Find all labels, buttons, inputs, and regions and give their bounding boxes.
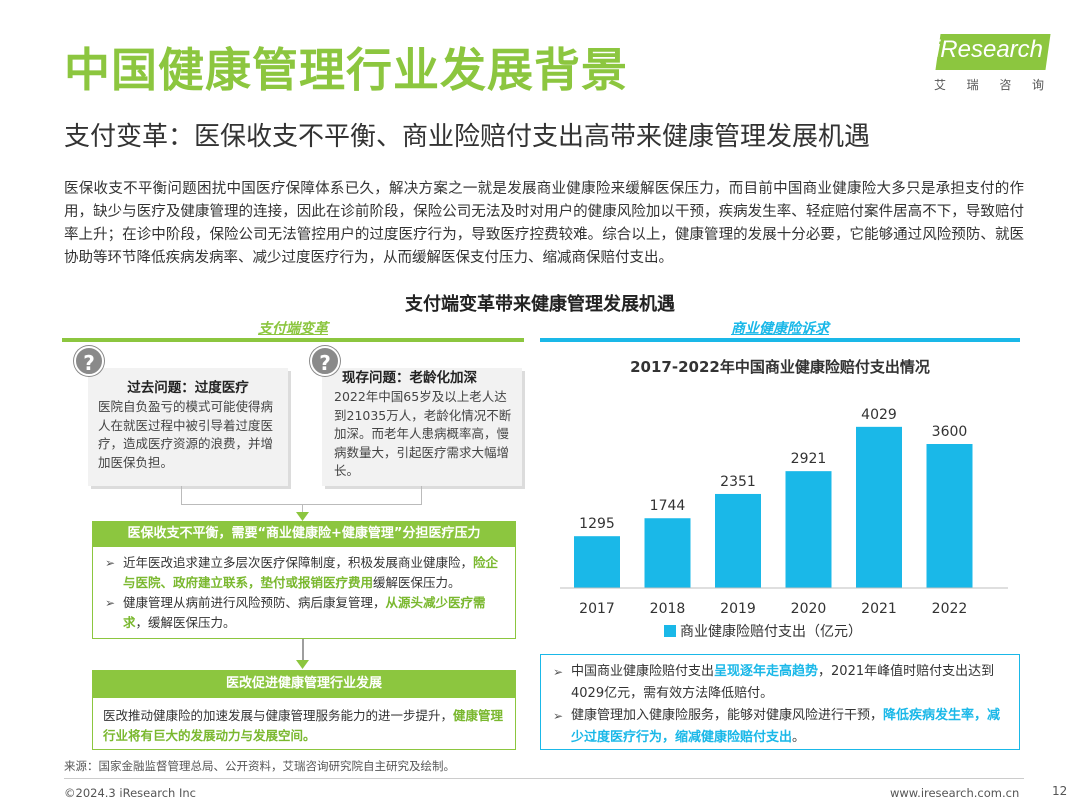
bar xyxy=(574,536,620,588)
present-problem-title: 现存问题：老龄化加深 xyxy=(342,370,477,386)
arrow-down-icon xyxy=(296,512,309,521)
question-icon: ? xyxy=(310,346,340,376)
x-tick-label: 2018 xyxy=(650,601,686,617)
logo-subtitle: 艾 瑞 咨 询 xyxy=(934,78,1044,92)
insurance-notes: 中国商业健康险赔付支出呈现逐年走高趋势，2021年峰值时赔付支出达到4029亿元… xyxy=(540,654,1020,750)
data-label: 2351 xyxy=(720,474,756,490)
legend-swatch xyxy=(664,625,676,637)
data-label: 4029 xyxy=(861,407,897,423)
question-icon: ? xyxy=(74,346,104,376)
bar xyxy=(644,518,691,588)
page-subtitle: 支付变革：医保收支不平衡、商业险赔付支出高带来健康管理发展机遇 xyxy=(64,122,871,152)
section-divider-right xyxy=(540,338,1020,342)
data-label: 1744 xyxy=(650,498,686,514)
x-tick-label: 2020 xyxy=(791,601,827,617)
x-tick-label: 2017 xyxy=(579,601,615,617)
bar xyxy=(785,471,832,588)
data-label: 2921 xyxy=(791,451,827,467)
reform-conclusion: 医改推动健康险的加速发展与健康管理服务能力的进一步提升，健康管理行业将有巨大的发… xyxy=(92,698,516,750)
connector-line xyxy=(181,486,182,504)
connector-line xyxy=(302,639,304,663)
section-label-insurance: 商业健康险诉求 xyxy=(731,321,829,337)
past-problem-text: 医院自负盈亏的模式可能使得病人在就医过程中被引导着过度医疗，造成医疗资源的浪费，… xyxy=(98,399,274,470)
reform-banner: 医改促进健康管理行业发展 xyxy=(92,670,516,698)
list-item: 中国商业健康险赔付支出呈现逐年走高趋势，2021年峰值时赔付支出达到4029亿元… xyxy=(553,661,1009,705)
claims-bar-chart: 1295 2017 1744 2018 2351 2019 2921 2020 4029 2021… xyxy=(560,407,1008,640)
present-problem-text: 2022年中国65岁及以上老人达到21035万人，老龄化情况不断加深。而老年人患… xyxy=(334,389,512,478)
chart-title: 2017-2022年中国商业健康险赔付支出情况 xyxy=(630,358,930,376)
x-tick-label: 2021 xyxy=(861,601,897,617)
bar xyxy=(715,493,761,588)
website-link[interactable]: www.iresearch.com.cn xyxy=(890,786,1020,800)
data-label: 3600 xyxy=(932,424,968,440)
page-number: 12 xyxy=(1052,784,1068,798)
past-problem-box: 过去问题：过度医疗 医院自负盈亏的模式可能使得病人在就医过程中被引导着过度医疗，… xyxy=(88,368,288,486)
bar xyxy=(856,426,902,588)
intro-paragraph: 医保收支不平衡问题困扰中国医疗保障体系已久，解决方案之一就是发展商业健康险来缓解… xyxy=(64,181,1024,266)
page-title: 中国健康管理行业发展背景 xyxy=(64,43,628,97)
list-item: 健康管理加入健康险服务，能够对健康风险进行干预，降低疾病发生率，减少过度医疗行为… xyxy=(553,705,1009,749)
source-note: 来源：国家金融监督管理总局、公开资料，艾瑞咨询研究院自主研究及绘制。 xyxy=(64,759,455,773)
connector-line xyxy=(421,486,422,504)
list-item: 健康管理从病前进行风险预防、病后康复管理，从源头减少医疗需求，缓解医保压力。 xyxy=(105,593,505,633)
list-item: 近年医改追求建立多层次医疗保障制度，积极发展商业健康险，险企与医院、政府建立联系… xyxy=(105,553,505,593)
diagram-title: 支付端变革带来健康管理发展机遇 xyxy=(405,294,675,315)
x-tick-label: 2022 xyxy=(932,601,968,617)
bar xyxy=(926,444,973,588)
footer-divider xyxy=(64,778,1024,779)
legend-label: 商业健康险赔付支出（亿元） xyxy=(680,623,862,640)
section-label-payment: 支付端变革 xyxy=(258,321,328,337)
arrow-down-icon xyxy=(296,660,309,669)
connector-line xyxy=(302,504,303,516)
connector-line xyxy=(181,504,422,505)
imbalance-banner: 医保收支不平衡，需要“商业健康险+健康管理”分担医疗压力 xyxy=(92,521,516,547)
reform-bullets: 近年医改追求建立多层次医疗保障制度，积极发展商业健康险，险企与医院、政府建立联系… xyxy=(92,547,516,639)
past-problem-title: 过去问题：过度医疗 xyxy=(127,380,249,396)
copyright: ©2024.3 iResearch Inc xyxy=(64,786,196,800)
section-divider-left xyxy=(62,338,524,342)
iresearch-logo: iResearch 艾 瑞 咨 询 xyxy=(930,34,1051,94)
present-problem-box: 2022年中国65岁及以上老人达到21035万人，老龄化情况不断加深。而老年人患… xyxy=(322,368,522,486)
logo-text: iResearch xyxy=(934,36,1044,63)
data-label: 1295 xyxy=(579,516,615,532)
x-tick-label: 2019 xyxy=(720,601,756,617)
